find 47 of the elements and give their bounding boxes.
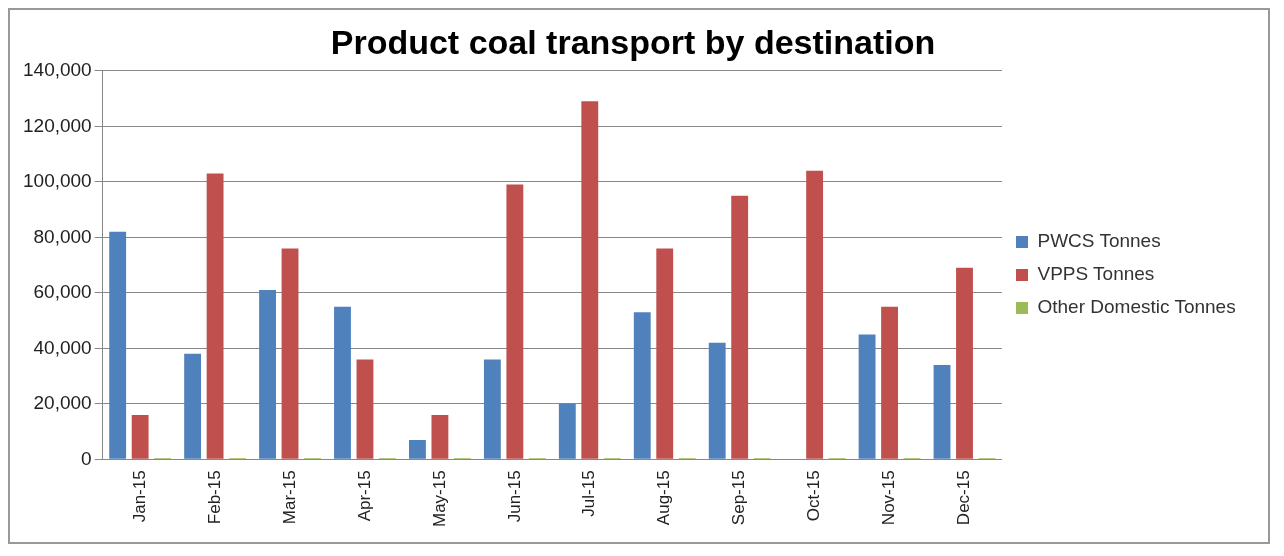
y-tick-label: 60,000 — [33, 281, 92, 303]
y-tick-label: 100,000 — [22, 170, 92, 192]
y-tick-label: 80,000 — [33, 225, 92, 247]
bar — [858, 334, 876, 459]
bar — [431, 414, 449, 459]
legend-label: VPPS Tonnes — [1037, 263, 1155, 285]
bar — [881, 306, 898, 459]
bar — [109, 231, 127, 459]
x-tick-label: Sep-15 — [729, 470, 749, 526]
bar — [131, 414, 149, 459]
bar — [356, 359, 374, 459]
bar — [483, 359, 501, 459]
bar — [506, 184, 524, 459]
legend-label: Other Domestic Tonnes — [1037, 296, 1236, 318]
x-tick-label: Mar-15 — [279, 470, 299, 525]
bar — [956, 267, 973, 459]
bar — [206, 173, 224, 459]
bar — [633, 312, 651, 459]
y-tick-label: 120,000 — [22, 114, 92, 136]
x-tick-label: Apr-15 — [354, 470, 374, 522]
x-tick-label: Aug-15 — [654, 470, 674, 526]
x-tick-label: Jul-15 — [579, 470, 599, 517]
bar — [581, 101, 599, 459]
x-tick-label: Dec-15 — [954, 470, 974, 526]
bar — [708, 342, 726, 459]
chart-title: Product coal transport by destination — [330, 22, 936, 61]
bar — [806, 170, 824, 459]
bar — [259, 290, 276, 459]
x-tick-label: Jan-15 — [129, 470, 149, 523]
x-tick-label: Oct-15 — [804, 470, 824, 522]
x-tick-label: Feb-15 — [204, 470, 224, 525]
bar — [334, 306, 351, 459]
y-tick-label: 40,000 — [33, 336, 92, 358]
bar — [409, 439, 426, 459]
bar — [184, 353, 202, 459]
bar — [731, 195, 749, 459]
legend-label: PWCS Tonnes — [1037, 230, 1161, 252]
y-tick-label: 140,000 — [22, 59, 92, 81]
y-tick-label: 0 — [81, 447, 92, 469]
bar — [933, 364, 951, 459]
x-tick-label: Nov-15 — [879, 470, 899, 526]
bar — [281, 248, 299, 459]
y-tick-label: 20,000 — [33, 392, 92, 414]
bar — [656, 248, 674, 459]
x-tick-label: Jun-15 — [504, 470, 524, 523]
bar — [558, 403, 576, 459]
x-tick-label: May-15 — [429, 470, 449, 527]
